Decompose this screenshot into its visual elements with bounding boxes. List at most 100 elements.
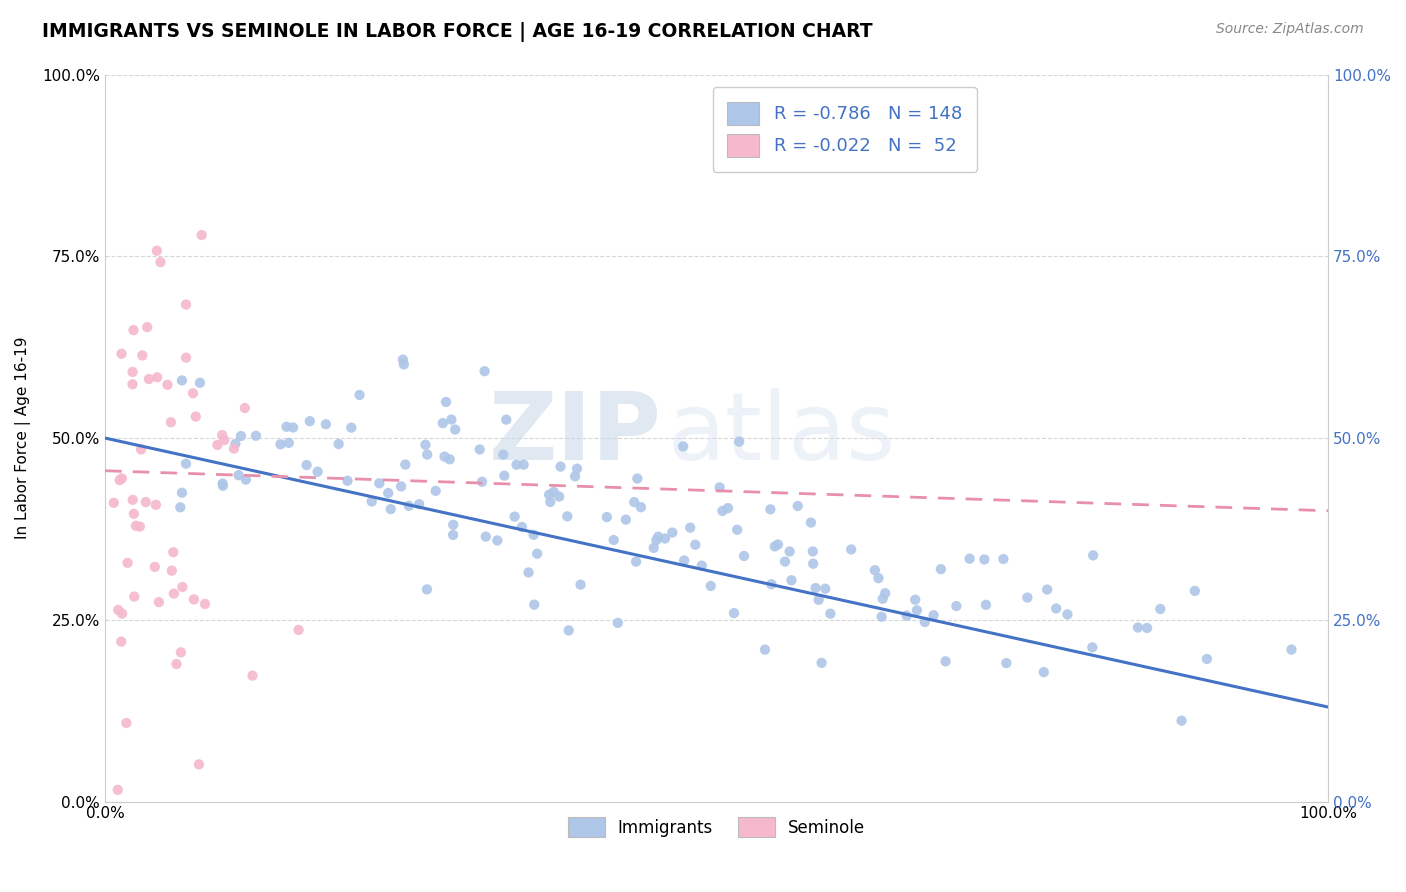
- Point: [673, 553, 696, 567]
- Point: [647, 530, 669, 544]
- Point: [211, 476, 233, 491]
- Point: [814, 582, 837, 596]
- Point: [328, 437, 350, 451]
- Point: [131, 348, 153, 362]
- Point: [398, 499, 420, 513]
- Point: [468, 442, 491, 457]
- Point: [111, 607, 134, 621]
- Point: [440, 412, 463, 426]
- Point: [717, 501, 740, 516]
- Point: [1045, 601, 1067, 615]
- Point: [128, 519, 150, 533]
- Point: [122, 323, 145, 337]
- Point: [425, 483, 447, 498]
- Point: [145, 498, 167, 512]
- Point: [122, 590, 145, 604]
- Point: [163, 586, 186, 600]
- Point: [654, 532, 676, 546]
- Point: [138, 372, 160, 386]
- Point: [801, 557, 824, 571]
- Point: [190, 228, 212, 243]
- Point: [495, 412, 517, 426]
- Text: atlas: atlas: [668, 388, 896, 481]
- Point: [474, 364, 496, 378]
- Point: [228, 468, 250, 483]
- Point: [905, 603, 928, 617]
- Point: [377, 486, 399, 500]
- Point: [148, 595, 170, 609]
- Point: [315, 417, 337, 432]
- Point: [117, 556, 139, 570]
- Point: [614, 513, 637, 527]
- Point: [548, 490, 571, 504]
- Point: [107, 782, 129, 797]
- Point: [110, 634, 132, 648]
- Point: [277, 435, 299, 450]
- Point: [394, 458, 416, 472]
- Point: [214, 433, 236, 447]
- Point: [174, 457, 197, 471]
- Point: [661, 525, 683, 540]
- Point: [349, 388, 371, 402]
- Point: [863, 563, 886, 577]
- Point: [181, 386, 204, 401]
- Point: [432, 416, 454, 430]
- Point: [121, 377, 143, 392]
- Point: [510, 520, 533, 534]
- Point: [773, 555, 796, 569]
- Point: [340, 420, 363, 434]
- Point: [307, 465, 329, 479]
- Point: [505, 458, 527, 472]
- Point: [565, 461, 588, 475]
- Point: [162, 545, 184, 559]
- Point: [146, 370, 169, 384]
- Point: [136, 320, 159, 334]
- Point: [1056, 607, 1078, 622]
- Point: [711, 504, 734, 518]
- Point: [245, 429, 267, 443]
- Point: [555, 509, 578, 524]
- Point: [685, 538, 707, 552]
- Point: [492, 448, 515, 462]
- Point: [281, 420, 304, 434]
- Point: [1195, 652, 1218, 666]
- Point: [416, 448, 439, 462]
- Point: [129, 442, 152, 457]
- Point: [538, 488, 561, 502]
- Point: [494, 468, 516, 483]
- Point: [107, 603, 129, 617]
- Point: [700, 579, 723, 593]
- Point: [1036, 582, 1059, 597]
- Point: [645, 533, 668, 548]
- Point: [626, 472, 648, 486]
- Point: [287, 623, 309, 637]
- Point: [166, 657, 188, 671]
- Point: [174, 351, 197, 365]
- Point: [444, 423, 467, 437]
- Point: [503, 509, 526, 524]
- Y-axis label: In Labor Force | Age 16-19: In Labor Force | Age 16-19: [15, 337, 31, 540]
- Point: [441, 517, 464, 532]
- Point: [194, 597, 217, 611]
- Point: [156, 377, 179, 392]
- Point: [1281, 642, 1303, 657]
- Point: [550, 459, 572, 474]
- Point: [526, 547, 548, 561]
- Point: [914, 615, 936, 629]
- Point: [170, 485, 193, 500]
- Point: [596, 510, 619, 524]
- Point: [780, 574, 803, 588]
- Point: [807, 592, 830, 607]
- Point: [512, 458, 534, 472]
- Point: [974, 598, 997, 612]
- Point: [839, 542, 862, 557]
- Point: [875, 586, 897, 600]
- Point: [416, 582, 439, 597]
- Point: [184, 409, 207, 424]
- Point: [801, 544, 824, 558]
- Point: [754, 642, 776, 657]
- Point: [679, 521, 702, 535]
- Point: [298, 414, 321, 428]
- Point: [360, 494, 382, 508]
- Text: Source: ZipAtlas.com: Source: ZipAtlas.com: [1216, 22, 1364, 37]
